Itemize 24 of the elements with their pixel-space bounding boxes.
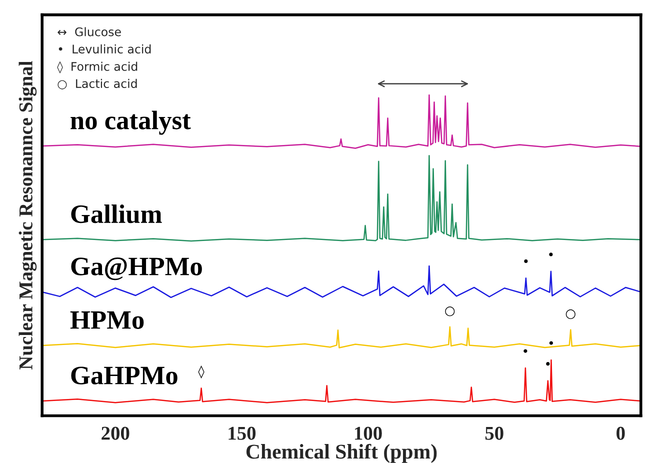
x-tick-label: 100	[355, 426, 382, 440]
x-tick-label: 50	[485, 426, 504, 440]
text: ○ Lactic acid	[58, 78, 137, 90]
annotation: ○	[445, 306, 455, 316]
y-axis-title: Nuclear Magnetic Resonannce Signal	[18, 61, 37, 370]
text: ◊ Formic acid	[57, 61, 138, 74]
annotation: •	[546, 362, 550, 366]
series-label: Ga@HPMo	[71, 258, 202, 280]
series-label: GaHPMo	[71, 366, 178, 384]
annotation: •	[524, 259, 528, 264]
annotation: •	[524, 349, 528, 353]
x-tick-label: 150	[228, 426, 256, 440]
text: ↔ Glucose	[58, 27, 121, 36]
series-label: HPMo	[70, 311, 144, 329]
series-label: no catalyst	[70, 110, 191, 135]
annotation: •	[549, 341, 553, 345]
annotation: •	[549, 252, 553, 256]
annotation: ○	[566, 309, 576, 320]
x-tick-label: 200	[102, 426, 130, 440]
series-label: Gallium	[71, 204, 162, 224]
x-axis-title: Chemical Shift (ppm)	[246, 444, 437, 463]
annotation: ◊	[198, 365, 204, 378]
x-tick-label: 0	[616, 426, 625, 440]
text: • Levulinic acid	[58, 44, 151, 54]
